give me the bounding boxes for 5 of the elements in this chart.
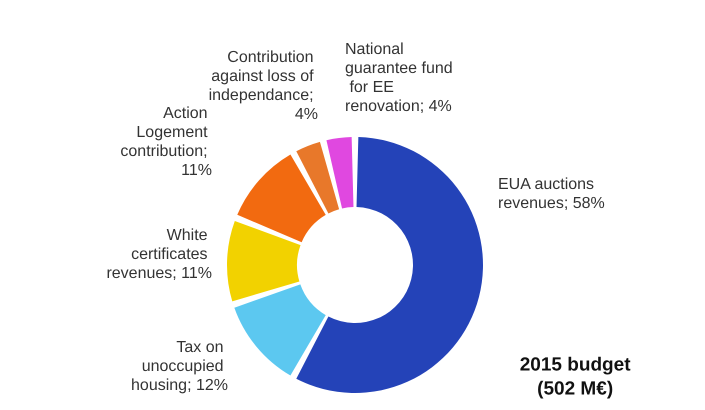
slice-label: Tax on unoccupied housing; 12%	[131, 339, 228, 394]
slice-label: National guarantee fund for EE renovation; 4%	[345, 41, 453, 115]
slice-label: White certificates revenues; 11%	[106, 227, 212, 282]
slice-label: EUA auctions revenues; 58%	[498, 176, 605, 212]
text: 2015 budget (502 M€)	[520, 354, 632, 400]
